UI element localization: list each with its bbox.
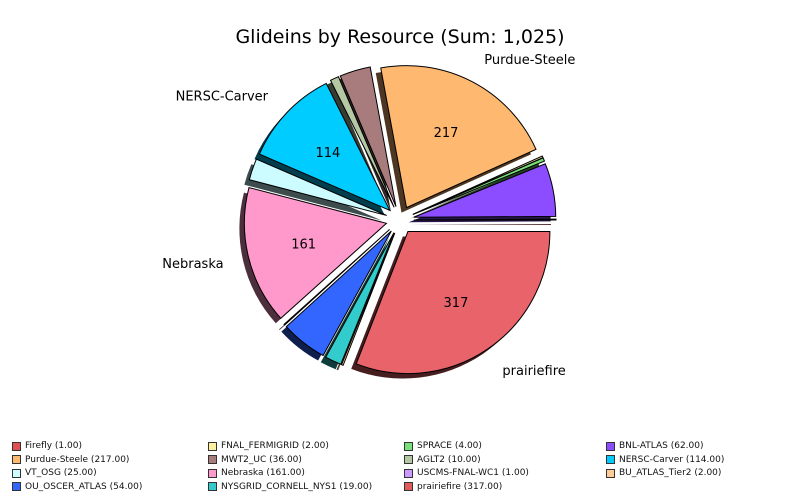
legend-swatch [606, 468, 615, 478]
slice-purdue-steele [380, 65, 537, 209]
legend-label: Purdue-Steele (217.00) [25, 454, 130, 465]
legend-label: MWT2_UC (36.00) [221, 454, 302, 465]
legend-item: OU_OSCER_ATLAS (54.00) [12, 481, 208, 494]
legend-swatch [12, 455, 21, 465]
slice-nersc-carver [258, 82, 391, 212]
legend-label: Firefly (1.00) [25, 441, 82, 452]
slice-value-label-prairiefire: 317 [444, 296, 469, 311]
legend-item: prairiefire (317.00) [404, 481, 606, 494]
legend-swatch [12, 468, 21, 478]
slice-aglt2 [329, 76, 395, 208]
legend-label: BNL-ATLAS (62.00) [619, 441, 704, 452]
legend-swatch [606, 455, 615, 465]
legend-swatch [12, 441, 21, 451]
slice-labels: 217 Purdue-Steele 114 NERSC-Carver 161 Nebras… [162, 53, 575, 379]
legend-swatch [208, 455, 217, 465]
legend-item: BU_ATLAS_Tier2 (2.00) [606, 467, 792, 480]
slice-ou-oscer-atlas [285, 230, 392, 357]
legend-swatch [404, 482, 413, 492]
slice-vt-osg [248, 158, 387, 216]
legend-swatch [404, 441, 413, 451]
legend-swatch [404, 468, 413, 478]
legend-item: Firefly (1.00) [12, 440, 208, 453]
slice-mwt2-uc [339, 66, 397, 207]
legend-item: NERSC-Carver (114.00) [606, 454, 792, 467]
legend-label: Nebraska (161.00) [221, 468, 305, 479]
slice-bnl-atlas [413, 163, 557, 218]
legend-label: SPRACE (4.00) [417, 441, 482, 452]
legend-item: Purdue-Steele (217.00) [12, 454, 208, 467]
legend-item: BNL-ATLAS (62.00) [606, 440, 792, 453]
chart-title: Glideins by Resource (Sum: 1,025) [235, 26, 564, 48]
slice-name-label-prairiefire: prairiefire [502, 364, 565, 379]
legend-item: AGLT2 (10.00) [404, 454, 606, 467]
slice-shadow-firefly [408, 224, 551, 225]
legend: Firefly (1.00) FNAL_FERMIGRID (2.00) SPRAC… [12, 440, 792, 493]
legend-item: MWT2_UC (36.00) [208, 454, 404, 467]
slice-fnal-fermigrid [412, 155, 544, 215]
legend-swatch [208, 441, 217, 451]
slice-bu-atlas-tier2 [340, 232, 396, 366]
slice-name-label-purdue-steele: Purdue-Steele [484, 53, 575, 68]
legend-swatch [404, 455, 413, 465]
legend-swatch [606, 441, 615, 451]
legend-item: NYSGRID_CORNELL_NYS1 (19.00) [208, 481, 404, 494]
legend-label: AGLT2 (10.00) [417, 454, 481, 465]
legend-label: VT_OSG (25.00) [25, 468, 97, 479]
legend-label: prairiefire (317.00) [417, 481, 503, 492]
slice-name-label-nersc-carver: NERSC-Carver [176, 89, 269, 104]
legend-label: NYSGRID_CORNELL_NYS1 (19.00) [221, 481, 373, 492]
legend-label: FNAL_FERMIGRID (2.00) [221, 441, 329, 452]
legend-label: OU_OSCER_ATLAS (54.00) [25, 481, 143, 492]
legend-swatch [208, 482, 217, 492]
legend-item: VT_OSG (25.00) [12, 467, 208, 480]
legend-item: USCMS-FNAL-WC1 (1.00) [404, 467, 606, 480]
legend-label: USCMS-FNAL-WC1 (1.00) [417, 468, 529, 479]
legend-label: BU_ATLAS_Tier2 (2.00) [619, 468, 722, 479]
slice-nebraska [243, 186, 388, 319]
legend-item: Nebraska (161.00) [208, 467, 404, 480]
legend-label: NERSC-Carver (114.00) [619, 454, 725, 465]
slice-name-label-nebraska: Nebraska [162, 257, 223, 272]
pie-slices [243, 65, 557, 375]
slice-nysgrid-cornell-nys1 [325, 232, 395, 365]
slice-uscms-fnal-wc1 [283, 229, 390, 326]
legend-item: FNAL_FERMIGRID (2.00) [208, 440, 404, 453]
slice-firefly [413, 218, 557, 221]
legend-swatch [12, 482, 21, 492]
slice-value-label-nersc-carver: 114 [315, 146, 340, 161]
legend-swatch [208, 468, 217, 478]
slice-value-label-purdue-steele: 217 [434, 126, 459, 141]
slice-shadow-sprace [407, 162, 540, 220]
slice-prairiefire [355, 231, 551, 375]
slice-value-label-nebraska: 161 [291, 237, 316, 252]
legend-item: SPRACE (4.00) [404, 440, 606, 453]
